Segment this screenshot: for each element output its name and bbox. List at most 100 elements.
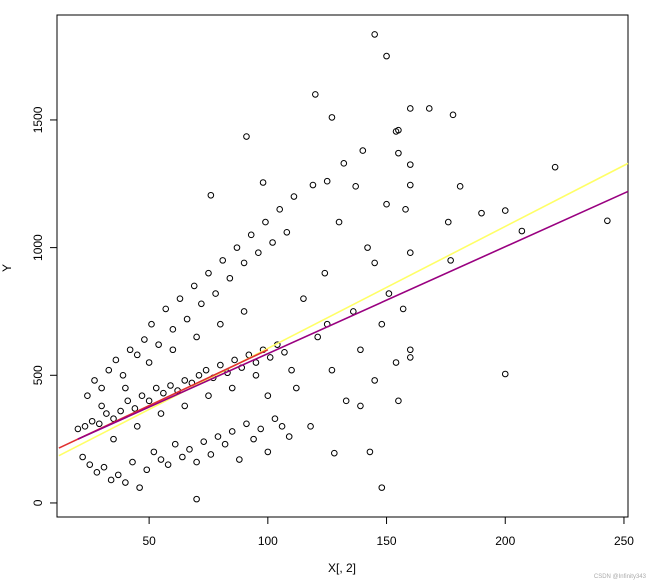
point xyxy=(449,111,457,119)
point xyxy=(138,392,146,400)
point xyxy=(133,351,141,359)
point xyxy=(181,377,189,384)
point xyxy=(129,458,136,466)
point xyxy=(262,218,269,226)
point xyxy=(406,105,414,112)
point xyxy=(162,305,170,313)
point xyxy=(155,341,162,348)
point xyxy=(88,417,96,425)
point xyxy=(283,228,291,236)
point xyxy=(143,466,151,474)
point xyxy=(383,200,390,208)
point xyxy=(157,410,165,417)
point xyxy=(378,484,386,491)
point xyxy=(456,183,464,190)
y-axis-label: Y xyxy=(0,264,14,272)
point xyxy=(176,295,184,302)
point xyxy=(103,410,110,417)
x-tick-label: 250 xyxy=(614,534,634,548)
x-axis-label: X[, 2] xyxy=(328,561,356,575)
point xyxy=(231,356,238,364)
regression-line xyxy=(77,190,629,440)
point xyxy=(395,149,402,157)
point xyxy=(202,366,210,374)
point xyxy=(145,359,153,366)
point xyxy=(371,259,378,267)
point xyxy=(321,269,329,277)
point xyxy=(133,423,141,430)
point xyxy=(604,217,611,225)
point xyxy=(378,320,386,328)
point xyxy=(86,461,94,468)
point xyxy=(478,209,485,217)
point xyxy=(300,295,307,302)
point xyxy=(228,384,236,392)
point xyxy=(276,206,284,213)
point xyxy=(181,402,189,410)
point xyxy=(198,300,205,308)
point xyxy=(281,349,288,356)
point xyxy=(74,425,82,433)
point xyxy=(364,244,371,251)
point xyxy=(190,282,198,290)
point xyxy=(352,183,359,190)
point xyxy=(167,382,174,389)
point xyxy=(205,392,212,400)
point xyxy=(290,193,298,200)
point xyxy=(252,371,260,379)
point xyxy=(551,163,559,171)
point xyxy=(271,415,279,422)
point xyxy=(288,366,295,374)
point xyxy=(84,392,91,400)
point xyxy=(447,257,454,264)
point xyxy=(207,451,215,458)
point xyxy=(501,207,509,214)
point xyxy=(406,346,414,354)
point xyxy=(91,377,98,384)
point xyxy=(250,435,257,443)
point xyxy=(233,244,241,251)
point xyxy=(385,290,393,297)
y-tick-label: 1500 xyxy=(31,106,45,133)
point xyxy=(278,423,286,430)
point xyxy=(399,305,407,313)
point xyxy=(359,147,367,154)
point xyxy=(98,384,105,392)
point xyxy=(183,315,191,323)
point xyxy=(243,133,250,140)
point xyxy=(195,371,203,379)
point xyxy=(169,346,177,354)
point xyxy=(117,407,124,415)
point xyxy=(425,105,433,112)
x-tick-label: 50 xyxy=(142,534,156,548)
point xyxy=(371,377,378,384)
y-tick-label: 500 xyxy=(31,365,45,385)
point xyxy=(357,346,364,354)
point xyxy=(383,52,390,60)
point xyxy=(122,384,129,392)
point xyxy=(193,333,200,341)
point xyxy=(406,249,414,257)
point xyxy=(236,456,243,463)
point xyxy=(124,397,132,405)
point xyxy=(148,320,155,328)
point xyxy=(107,476,115,484)
point xyxy=(340,160,348,167)
point xyxy=(307,423,314,430)
point xyxy=(141,336,148,343)
point xyxy=(285,433,293,440)
point xyxy=(501,370,509,378)
point xyxy=(95,420,103,428)
y-tick-label: 1000 xyxy=(31,234,45,261)
point xyxy=(145,397,153,405)
plot-frame xyxy=(56,14,629,518)
point xyxy=(323,177,331,185)
point xyxy=(152,384,160,392)
point xyxy=(212,290,219,297)
point xyxy=(217,320,224,328)
point xyxy=(402,206,409,213)
point xyxy=(255,249,262,257)
point xyxy=(105,366,113,374)
point xyxy=(193,458,200,466)
